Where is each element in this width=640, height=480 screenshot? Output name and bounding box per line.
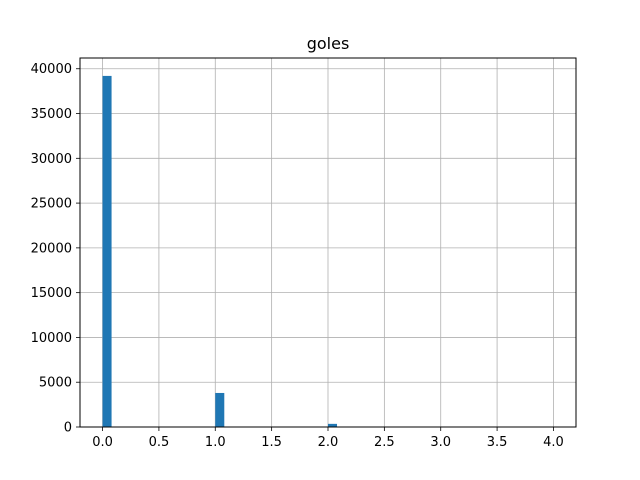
x-tick-label: 3.5 [487, 435, 508, 450]
x-tick-label: 2.5 [374, 435, 395, 450]
plot-frame [79, 57, 577, 428]
x-tick-label: 4.0 [543, 435, 564, 450]
y-tick-label: 20000 [31, 241, 72, 256]
y-tick-label: 25000 [31, 197, 72, 212]
bars [102, 75, 563, 427]
histogram-bar [328, 423, 338, 427]
x-tick-label: 2.0 [318, 435, 339, 450]
x-tick-label: 3.0 [430, 435, 451, 450]
grid-lines [80, 58, 576, 428]
x-axis: 0.0 0.5 1.0 1.5 2.0 2.5 3.0 3.5 4.0 [92, 427, 564, 450]
y-tick-label: 30000 [31, 152, 72, 167]
y-tick-label: 15000 [31, 286, 72, 301]
x-tick-label: 0.0 [92, 435, 113, 450]
y-tick-label: 5000 [39, 376, 72, 391]
y-tick-label: 10000 [31, 331, 72, 346]
x-tick-label: 0.5 [149, 435, 170, 450]
x-tick-label: 1.5 [261, 435, 282, 450]
y-axis: 0 5000 10000 15000 20000 25000 30000 35000 40000 [31, 62, 80, 436]
chart-title: goles [307, 34, 350, 53]
y-tick-label: 0 [64, 421, 72, 436]
histogram-bar [215, 392, 225, 427]
y-tick-label: 40000 [31, 62, 72, 77]
x-tick-label: 1.0 [205, 435, 226, 450]
y-tick-label: 35000 [31, 107, 72, 122]
histogram-bar [102, 75, 112, 427]
